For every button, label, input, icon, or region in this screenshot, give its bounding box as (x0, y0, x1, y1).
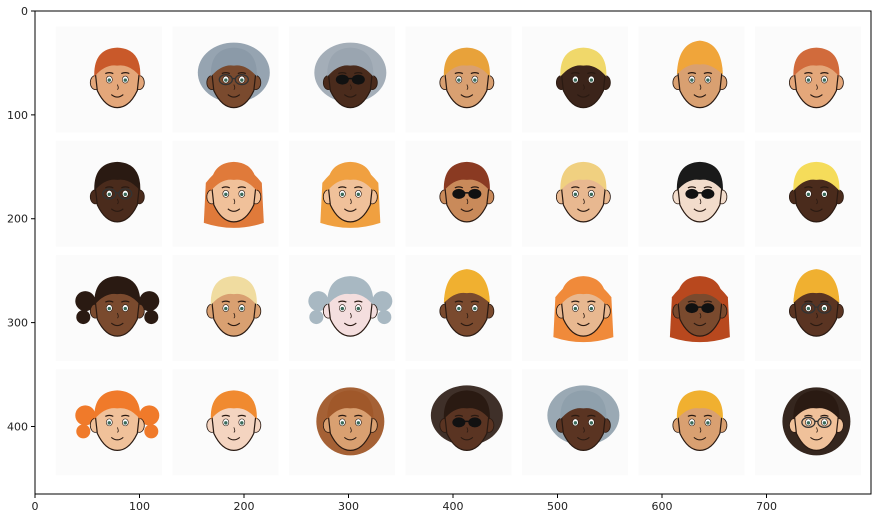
avatar-face (521, 369, 629, 476)
y-tick-label: 400 (7, 420, 28, 433)
y-axis: 0 100 200 300 400 (7, 5, 35, 433)
x-axis: 0 100 200 300 400 500 600 700 (32, 494, 777, 513)
x-tick-label: 0 (32, 500, 39, 513)
avatar-face (638, 369, 745, 476)
avatar-face (55, 140, 162, 247)
avatar-face (755, 26, 862, 133)
y-tick-label: 300 (7, 317, 28, 330)
avatar-face (172, 255, 279, 362)
avatar-face (521, 255, 629, 362)
avatar-face (638, 255, 745, 362)
avatar-face (288, 26, 396, 133)
avatar-face (755, 255, 862, 362)
avatar-face (405, 255, 512, 362)
avatar-face (172, 26, 279, 133)
avatar-face (172, 140, 279, 247)
avatar-face (755, 140, 862, 247)
x-tick-label: 100 (129, 500, 150, 513)
avatar-face (55, 369, 162, 476)
x-tick-label: 200 (234, 500, 255, 513)
avatar-face (288, 140, 396, 247)
avatar-face (405, 369, 512, 476)
avatar-face (288, 255, 396, 362)
x-tick-label: 500 (547, 500, 568, 513)
x-tick-label: 400 (443, 500, 464, 513)
avatar-face (638, 140, 745, 247)
x-tick-label: 700 (756, 500, 777, 513)
image-area (55, 26, 862, 476)
avatar-face (521, 140, 629, 247)
avatar-face (288, 369, 396, 476)
x-tick-label: 300 (338, 500, 359, 513)
avatar-face (405, 26, 512, 133)
avatar-face (405, 140, 512, 247)
avatar-face (638, 26, 745, 133)
avatar-face (172, 369, 279, 476)
avatar-face (755, 369, 862, 476)
avatar-face (55, 255, 162, 362)
y-tick-label: 100 (7, 109, 28, 122)
avatar-face (55, 26, 162, 133)
x-tick-label: 600 (652, 500, 673, 513)
avatar-face (521, 26, 629, 133)
y-tick-label: 200 (7, 213, 28, 226)
y-tick-label: 0 (21, 5, 28, 18)
